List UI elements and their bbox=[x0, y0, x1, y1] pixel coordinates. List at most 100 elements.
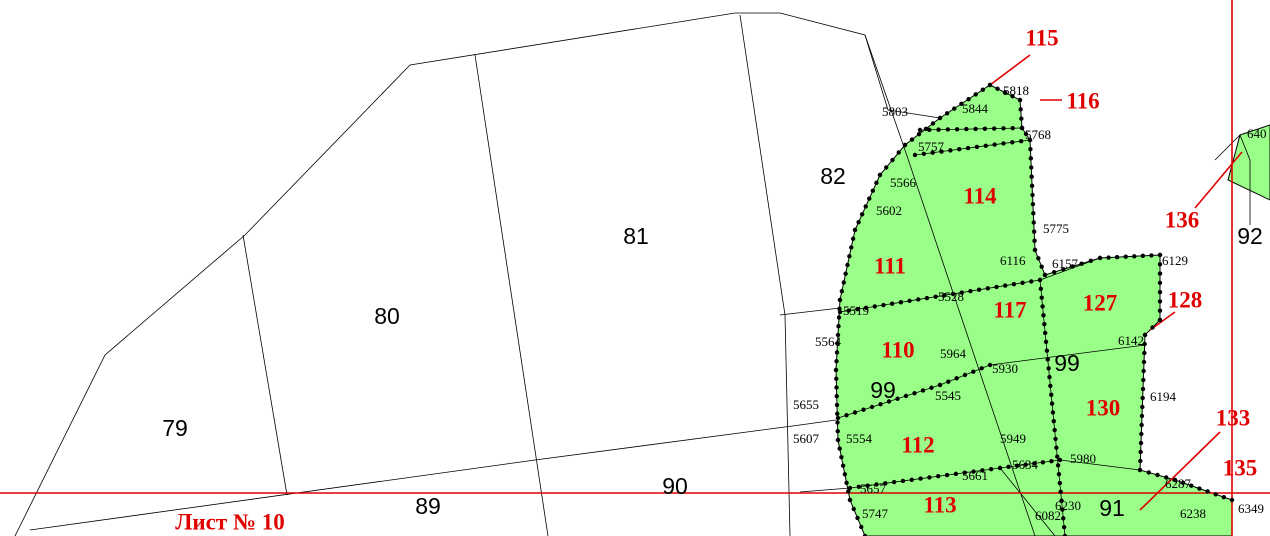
point-label: 5980 bbox=[1070, 451, 1096, 466]
survey-point bbox=[1042, 321, 1047, 327]
survey-point bbox=[962, 372, 968, 378]
survey-point bbox=[1132, 254, 1137, 259]
survey-point bbox=[1028, 156, 1034, 161]
survey-point bbox=[1006, 464, 1011, 470]
survey-point bbox=[909, 137, 915, 142]
survey-point bbox=[1030, 192, 1035, 198]
survey-point bbox=[1141, 377, 1146, 383]
point-label: 5657 bbox=[860, 481, 887, 496]
survey-point bbox=[1002, 90, 1008, 95]
survey-point bbox=[835, 429, 840, 434]
survey-point bbox=[1031, 229, 1037, 234]
point-label: 5602 bbox=[876, 203, 902, 218]
survey-point bbox=[917, 127, 923, 133]
survey-points bbox=[833, 82, 1235, 536]
survey-point bbox=[1029, 165, 1034, 170]
survey-point bbox=[912, 152, 918, 158]
survey-point bbox=[1097, 255, 1103, 261]
survey-point bbox=[971, 469, 976, 474]
point-label: 5545 bbox=[935, 388, 961, 403]
survey-point bbox=[874, 180, 879, 186]
survey-point bbox=[1054, 445, 1059, 450]
survey-point bbox=[1155, 472, 1160, 478]
plot-number: 110 bbox=[881, 337, 914, 362]
survey-point bbox=[1045, 357, 1050, 362]
survey-point bbox=[930, 121, 936, 126]
survey-point bbox=[1046, 366, 1051, 371]
survey-point bbox=[1051, 419, 1056, 424]
survey-point bbox=[976, 287, 982, 292]
survey-point bbox=[835, 437, 841, 443]
survey-point bbox=[881, 302, 886, 308]
survey-point bbox=[994, 284, 999, 290]
survey-point bbox=[1010, 140, 1015, 145]
survey-point bbox=[1057, 457, 1063, 463]
survey-point bbox=[987, 82, 993, 88]
survey-point bbox=[886, 399, 892, 404]
survey-point bbox=[846, 489, 851, 494]
survey-point bbox=[836, 315, 842, 320]
survey-point bbox=[1052, 427, 1057, 433]
survey-point bbox=[865, 483, 870, 488]
survey-point bbox=[1037, 277, 1043, 283]
survey-point bbox=[847, 485, 853, 491]
survey-point bbox=[927, 127, 932, 133]
survey-point bbox=[1038, 286, 1044, 292]
survey-point bbox=[1149, 253, 1154, 258]
survey-point bbox=[1142, 332, 1148, 338]
survey-point bbox=[1197, 486, 1202, 491]
survey-point bbox=[1157, 299, 1163, 304]
survey-point bbox=[937, 382, 943, 388]
survey-point bbox=[1140, 395, 1145, 401]
survey-point bbox=[856, 219, 861, 225]
point-label: 5519 bbox=[843, 303, 869, 318]
point-label: 6082 bbox=[1035, 508, 1061, 523]
parcel-number: 81 bbox=[623, 223, 649, 249]
survey-point bbox=[1048, 383, 1053, 389]
survey-point bbox=[1150, 325, 1155, 330]
survey-point bbox=[1061, 267, 1066, 272]
survey-point bbox=[1164, 475, 1169, 480]
parcel-number: 82 bbox=[820, 163, 846, 189]
point-label: 5634 bbox=[1012, 457, 1039, 472]
survey-point bbox=[891, 479, 897, 485]
parcel-number: 79 bbox=[162, 415, 188, 441]
survey-point bbox=[837, 306, 842, 311]
survey-point bbox=[852, 227, 858, 233]
survey-point bbox=[1023, 131, 1029, 137]
survey-point bbox=[921, 151, 927, 157]
survey-point bbox=[948, 148, 953, 153]
survey-point bbox=[1018, 138, 1024, 144]
survey-point bbox=[872, 304, 877, 309]
survey-point bbox=[1059, 498, 1064, 503]
survey-point bbox=[883, 481, 888, 486]
survey-point bbox=[954, 376, 959, 381]
survey-point bbox=[997, 465, 1003, 471]
survey-point bbox=[987, 362, 993, 368]
boundary bbox=[999, 467, 1056, 536]
point-label: 6116 bbox=[1000, 253, 1026, 268]
point-label: 5964 bbox=[940, 346, 967, 361]
survey-point bbox=[855, 515, 860, 521]
survey-point bbox=[983, 143, 988, 148]
survey-point bbox=[856, 484, 862, 490]
survey-point bbox=[884, 165, 889, 170]
survey-point bbox=[1205, 489, 1210, 494]
point-label: 5818 bbox=[1003, 83, 1029, 98]
survey-point bbox=[1058, 489, 1063, 495]
survey-point bbox=[840, 463, 846, 468]
survey-point bbox=[839, 289, 845, 294]
survey-point bbox=[1141, 359, 1147, 365]
survey-point bbox=[946, 379, 951, 384]
survey-point bbox=[959, 101, 964, 107]
plot-number: 130 bbox=[1086, 395, 1121, 420]
survey-point bbox=[957, 147, 962, 152]
plot-number: 115 bbox=[1025, 25, 1058, 50]
leader bbox=[989, 54, 1031, 86]
survey-point bbox=[1055, 454, 1060, 459]
survey-point bbox=[903, 393, 909, 399]
survey-point bbox=[1001, 126, 1006, 131]
survey-point bbox=[847, 497, 853, 503]
point-label: 5844 bbox=[962, 101, 989, 116]
